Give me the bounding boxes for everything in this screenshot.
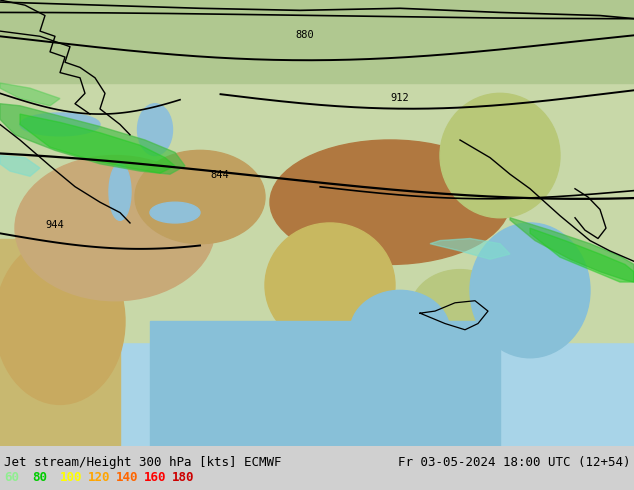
Ellipse shape (410, 270, 510, 353)
Bar (0, 0, 634, 83)
Text: 140: 140 (116, 471, 138, 485)
Ellipse shape (109, 163, 131, 220)
Text: 80: 80 (32, 471, 47, 485)
Bar (0, 0, 634, 342)
Ellipse shape (138, 104, 172, 155)
Polygon shape (0, 104, 185, 174)
Text: Jet stream/Height 300 hPa [kts] ECMWF: Jet stream/Height 300 hPa [kts] ECMWF (4, 456, 281, 469)
Text: 100: 100 (60, 471, 82, 485)
Polygon shape (0, 155, 40, 176)
Text: 844: 844 (210, 171, 230, 180)
Ellipse shape (440, 93, 560, 218)
Polygon shape (510, 218, 634, 282)
Text: 912: 912 (391, 93, 410, 102)
Ellipse shape (470, 223, 590, 358)
Ellipse shape (270, 140, 510, 265)
Text: 60: 60 (4, 471, 19, 485)
Text: 880: 880 (295, 30, 314, 40)
Bar (150, 321, 500, 446)
Ellipse shape (20, 113, 100, 136)
Ellipse shape (15, 155, 215, 301)
Text: Fr 03-05-2024 18:00 UTC (12+54): Fr 03-05-2024 18:00 UTC (12+54) (398, 456, 630, 469)
Polygon shape (20, 114, 175, 173)
Ellipse shape (135, 150, 265, 244)
Ellipse shape (0, 239, 125, 404)
Ellipse shape (350, 291, 450, 373)
Polygon shape (430, 239, 510, 259)
FancyBboxPatch shape (0, 239, 120, 446)
Ellipse shape (150, 202, 200, 223)
Ellipse shape (265, 223, 395, 347)
Text: 160: 160 (144, 471, 167, 485)
Text: 120: 120 (88, 471, 110, 485)
Text: 944: 944 (46, 220, 65, 230)
Text: 180: 180 (172, 471, 195, 485)
Polygon shape (0, 83, 60, 106)
Polygon shape (530, 228, 634, 282)
